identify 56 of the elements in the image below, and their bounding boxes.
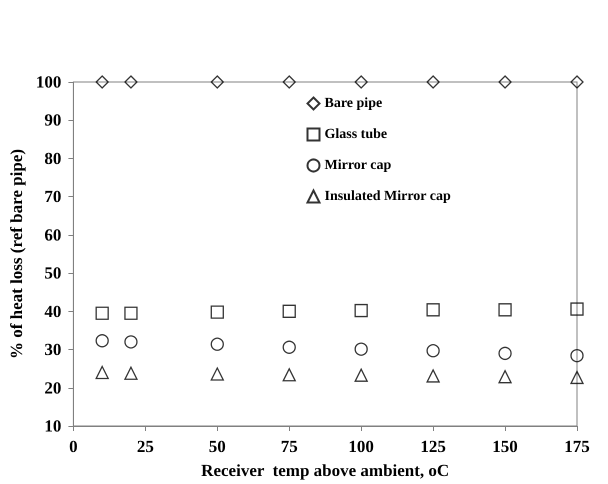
point [354,75,368,89]
point [124,335,138,349]
legend-label: Glass tube [324,127,388,142]
point [498,346,512,360]
point [124,75,138,89]
point [498,370,512,384]
y-tick-label: 60 [44,225,62,244]
point [426,369,440,383]
legend-label: Bare pipe [324,96,382,111]
point [282,75,296,89]
y-tick-label: 50 [44,264,62,283]
point [570,349,584,362]
point [210,75,224,89]
y-tick-label: 80 [44,148,62,168]
point [426,75,440,89]
point [96,334,109,348]
point [282,368,296,382]
point [426,303,440,316]
point [498,303,512,316]
legend-label: Mirror cap [324,158,392,173]
x-tick-label: 175 [564,437,590,456]
y-tick-label: 100 [36,72,62,92]
y-tick-label: 40 [44,302,62,321]
point [210,367,224,381]
x-tick-label: 75 [280,437,298,456]
x-tick-label: 25 [136,437,154,456]
point [498,75,512,89]
point [124,366,138,380]
x-tick-label: 100 [348,437,374,456]
x-tick-label: 150 [492,437,518,456]
x-tick-label: 0 [69,437,78,456]
point [282,340,296,354]
point [354,304,368,318]
y-axis-title: % of heat loss (ref bare pipe) [7,149,26,359]
point [570,302,584,316]
x-axis-title: Receiver temp above ambient, oC [201,461,450,480]
point [210,305,224,319]
point [354,368,368,382]
y-tick-label: 30 [44,340,62,360]
point [570,75,584,89]
point [354,342,368,356]
point [96,366,109,380]
y-tick-label: 90 [44,110,62,130]
x-tick-label: 125 [420,437,446,456]
point [426,344,440,358]
x-tick-label: 50 [208,437,226,456]
point [210,338,224,351]
point [96,306,109,320]
point [124,306,138,320]
point [282,304,296,318]
legend-label: Insulated Mirror cap [324,189,451,204]
y-tick-label: 10 [44,416,62,436]
point [96,75,109,89]
y-tick-label: 20 [44,378,62,398]
y-tick-label: 70 [44,187,62,206]
point [570,370,584,384]
